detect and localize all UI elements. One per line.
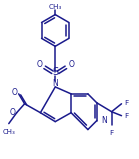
Text: O: O — [10, 108, 16, 117]
Text: F: F — [124, 113, 129, 119]
Text: O: O — [68, 60, 74, 69]
Text: CH₃: CH₃ — [49, 4, 62, 10]
Text: F: F — [124, 100, 129, 106]
Text: S: S — [52, 67, 58, 77]
Text: N: N — [52, 80, 58, 88]
Text: N: N — [102, 116, 107, 125]
Text: F: F — [110, 130, 114, 136]
Text: O: O — [37, 60, 42, 69]
Text: O: O — [12, 88, 18, 97]
Text: CH₃: CH₃ — [2, 129, 15, 135]
